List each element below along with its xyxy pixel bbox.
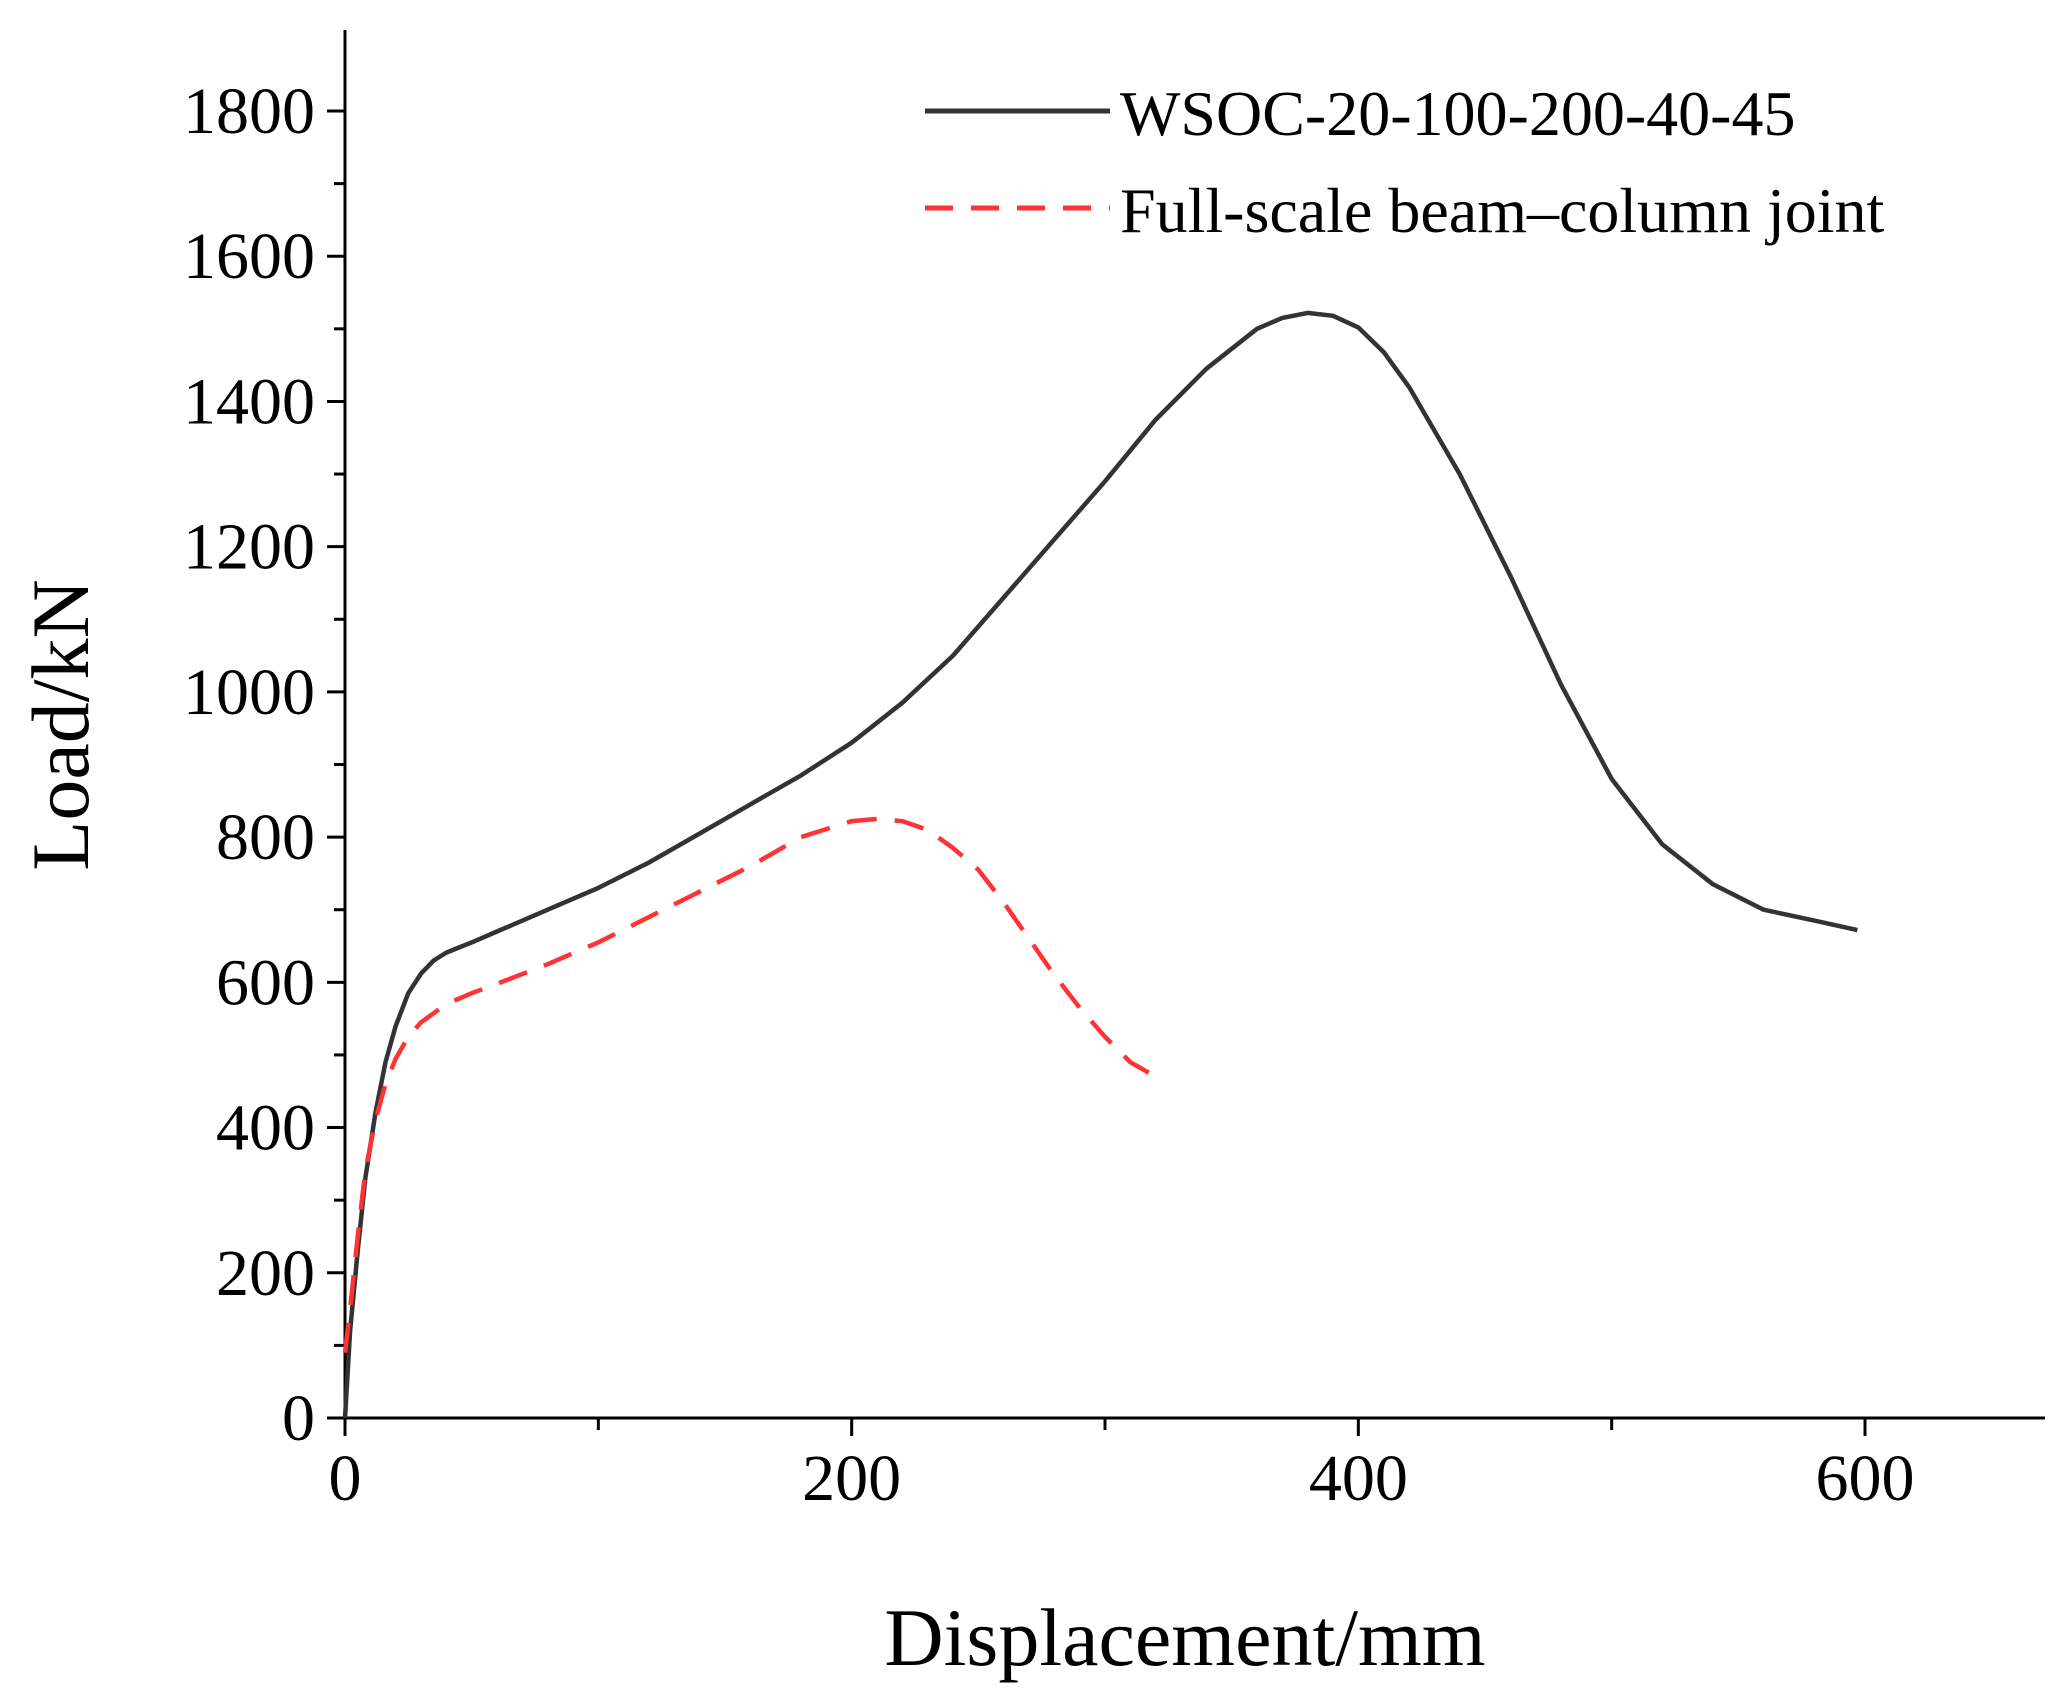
x-tick-label: 0 [329, 1442, 362, 1515]
y-axis-title: Load/kN [15, 579, 106, 870]
x-axis-title: Displacement/mm [884, 1592, 1485, 1683]
x-tick-label: 200 [802, 1442, 901, 1515]
y-tick-label: 200 [216, 1237, 315, 1310]
y-tick-label: 1000 [183, 656, 315, 729]
y-tick-label: 1600 [183, 220, 315, 293]
y-tick-label: 400 [216, 1092, 315, 1165]
legend-label-wsoc: WSOC-20-100-200-40-45 [1120, 78, 1795, 149]
axes [343, 30, 2045, 1420]
x-tick-label: 400 [1309, 1442, 1408, 1515]
y-tick-label: 600 [216, 946, 315, 1019]
series-layer [342, 310, 1858, 1419]
y-axis-ticks: 0 200 400 600 800 1000 1200 1400 1600 1800 [183, 75, 345, 1455]
y-tick-label: 0 [282, 1382, 315, 1455]
y-tick-label: 1800 [183, 75, 315, 148]
y-tick-label: 1400 [183, 365, 315, 438]
y-tick-label: 800 [216, 801, 315, 874]
x-tick-label: 600 [1816, 1442, 1915, 1515]
legend: WSOC-20-100-200-40-45 Full-scale beam–co… [925, 78, 1885, 246]
y-tick-label: 1200 [183, 511, 315, 584]
legend-label-full-scale: Full-scale beam–column joint [1120, 175, 1885, 246]
x-axis-ticks: 0 200 400 600 [329, 1418, 1915, 1515]
series-line-full-scale [342, 816, 1157, 1353]
series-line-wsoc [342, 310, 1858, 1419]
